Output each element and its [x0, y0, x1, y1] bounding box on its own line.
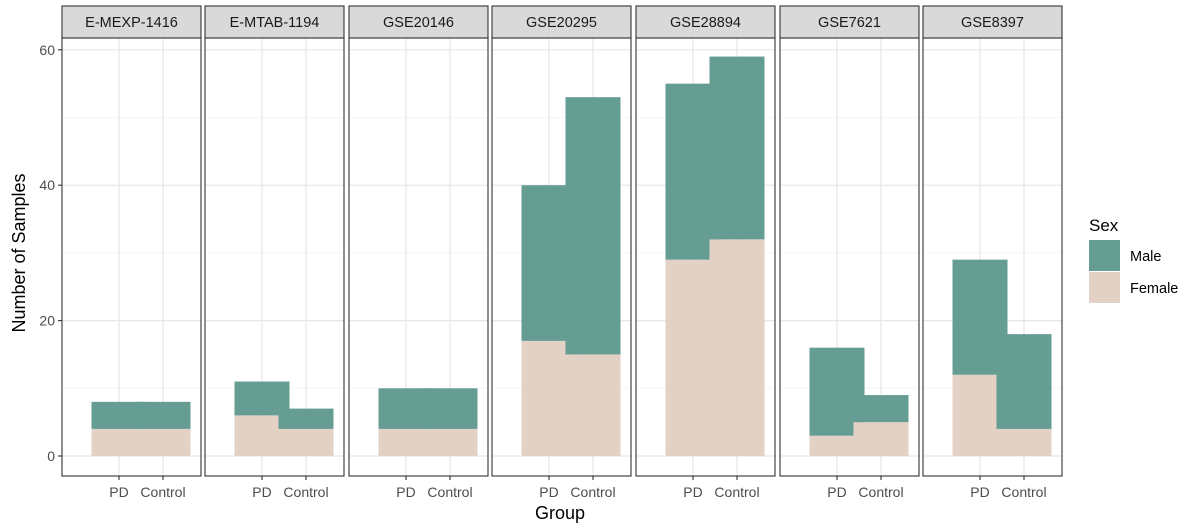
y-tick-label: 60	[39, 42, 55, 58]
facet-strip	[61, 5, 202, 39]
facet-strip	[348, 5, 489, 39]
bar-female	[422, 428, 478, 456]
y-tick-label: 40	[39, 177, 55, 193]
x-tick-label: Control	[570, 484, 615, 500]
legend-label: Female	[1130, 281, 1178, 297]
bar-female	[996, 428, 1052, 456]
y-tick-label: 20	[39, 313, 55, 329]
bar-female	[809, 435, 865, 456]
x-tick-label: PD	[396, 484, 415, 500]
x-tick-label: PD	[539, 484, 558, 500]
facet-strip	[922, 5, 1063, 39]
facet-title: GSE7621	[818, 15, 881, 31]
facet-panel: E-MTAB-1194 PD Control	[204, 5, 345, 500]
bar-male	[853, 395, 909, 423]
x-tick-label: Control	[714, 484, 759, 500]
bar-female	[853, 422, 909, 456]
bar-female	[278, 428, 334, 456]
facet-title: GSE8397	[961, 15, 1024, 31]
x-tick-label: Control	[427, 484, 472, 500]
legend-key	[1089, 272, 1120, 303]
facet-panel: GSE20295 PD Control	[491, 5, 632, 500]
x-tick-label: Control	[1001, 484, 1046, 500]
x-tick-label: Control	[283, 484, 328, 500]
facet-title: GSE20295	[526, 15, 597, 31]
y-axis: 0 20 40 60	[39, 42, 62, 464]
legend-label: Male	[1130, 249, 1161, 265]
bar-female	[709, 239, 765, 456]
bar-male	[422, 388, 478, 429]
facet-panel: GSE7621 PD Control	[779, 5, 920, 500]
bar-male	[135, 401, 191, 429]
x-tick-label: PD	[970, 484, 989, 500]
bar-male	[996, 334, 1052, 429]
facet-panel: GSE28894 PD Control	[635, 5, 776, 500]
facet-title: E-MTAB-1194	[230, 15, 320, 31]
x-tick-label: PD	[252, 484, 271, 500]
x-tick-label: PD	[683, 484, 702, 500]
facet-strip	[779, 5, 920, 39]
bar-female	[135, 428, 191, 456]
facet-panels: E-MEXP-1416 PD Control E-MTAB-1194 PD Control…	[61, 5, 1063, 500]
facet-strip	[204, 5, 345, 39]
facet-strip	[635, 5, 776, 39]
x-axis-title: Group	[535, 503, 585, 523]
facet-strip	[491, 5, 632, 39]
bar-male	[278, 408, 334, 429]
bar-male	[565, 97, 621, 355]
facet-title: GSE28894	[670, 15, 741, 31]
facet-title: GSE20146	[383, 15, 454, 31]
facet-panel: E-MEXP-1416 PD Control	[61, 5, 202, 500]
legend-title: Sex	[1089, 216, 1119, 235]
x-tick-label: PD	[109, 484, 128, 500]
y-axis-title: Number of Samples	[9, 173, 29, 332]
x-tick-label: PD	[827, 484, 846, 500]
x-tick-label: Control	[140, 484, 185, 500]
legend-key	[1089, 240, 1120, 271]
x-tick-label: Control	[858, 484, 903, 500]
facet-panel: GSE20146 PD Control	[348, 5, 489, 500]
legend: Sex Male Female	[1089, 216, 1178, 303]
bar-female	[565, 354, 621, 456]
facet-title: E-MEXP-1416	[85, 15, 178, 31]
y-tick-label: 0	[47, 448, 55, 464]
bar-male	[709, 56, 765, 240]
facet-panel: GSE8397 PD Control	[922, 5, 1063, 500]
